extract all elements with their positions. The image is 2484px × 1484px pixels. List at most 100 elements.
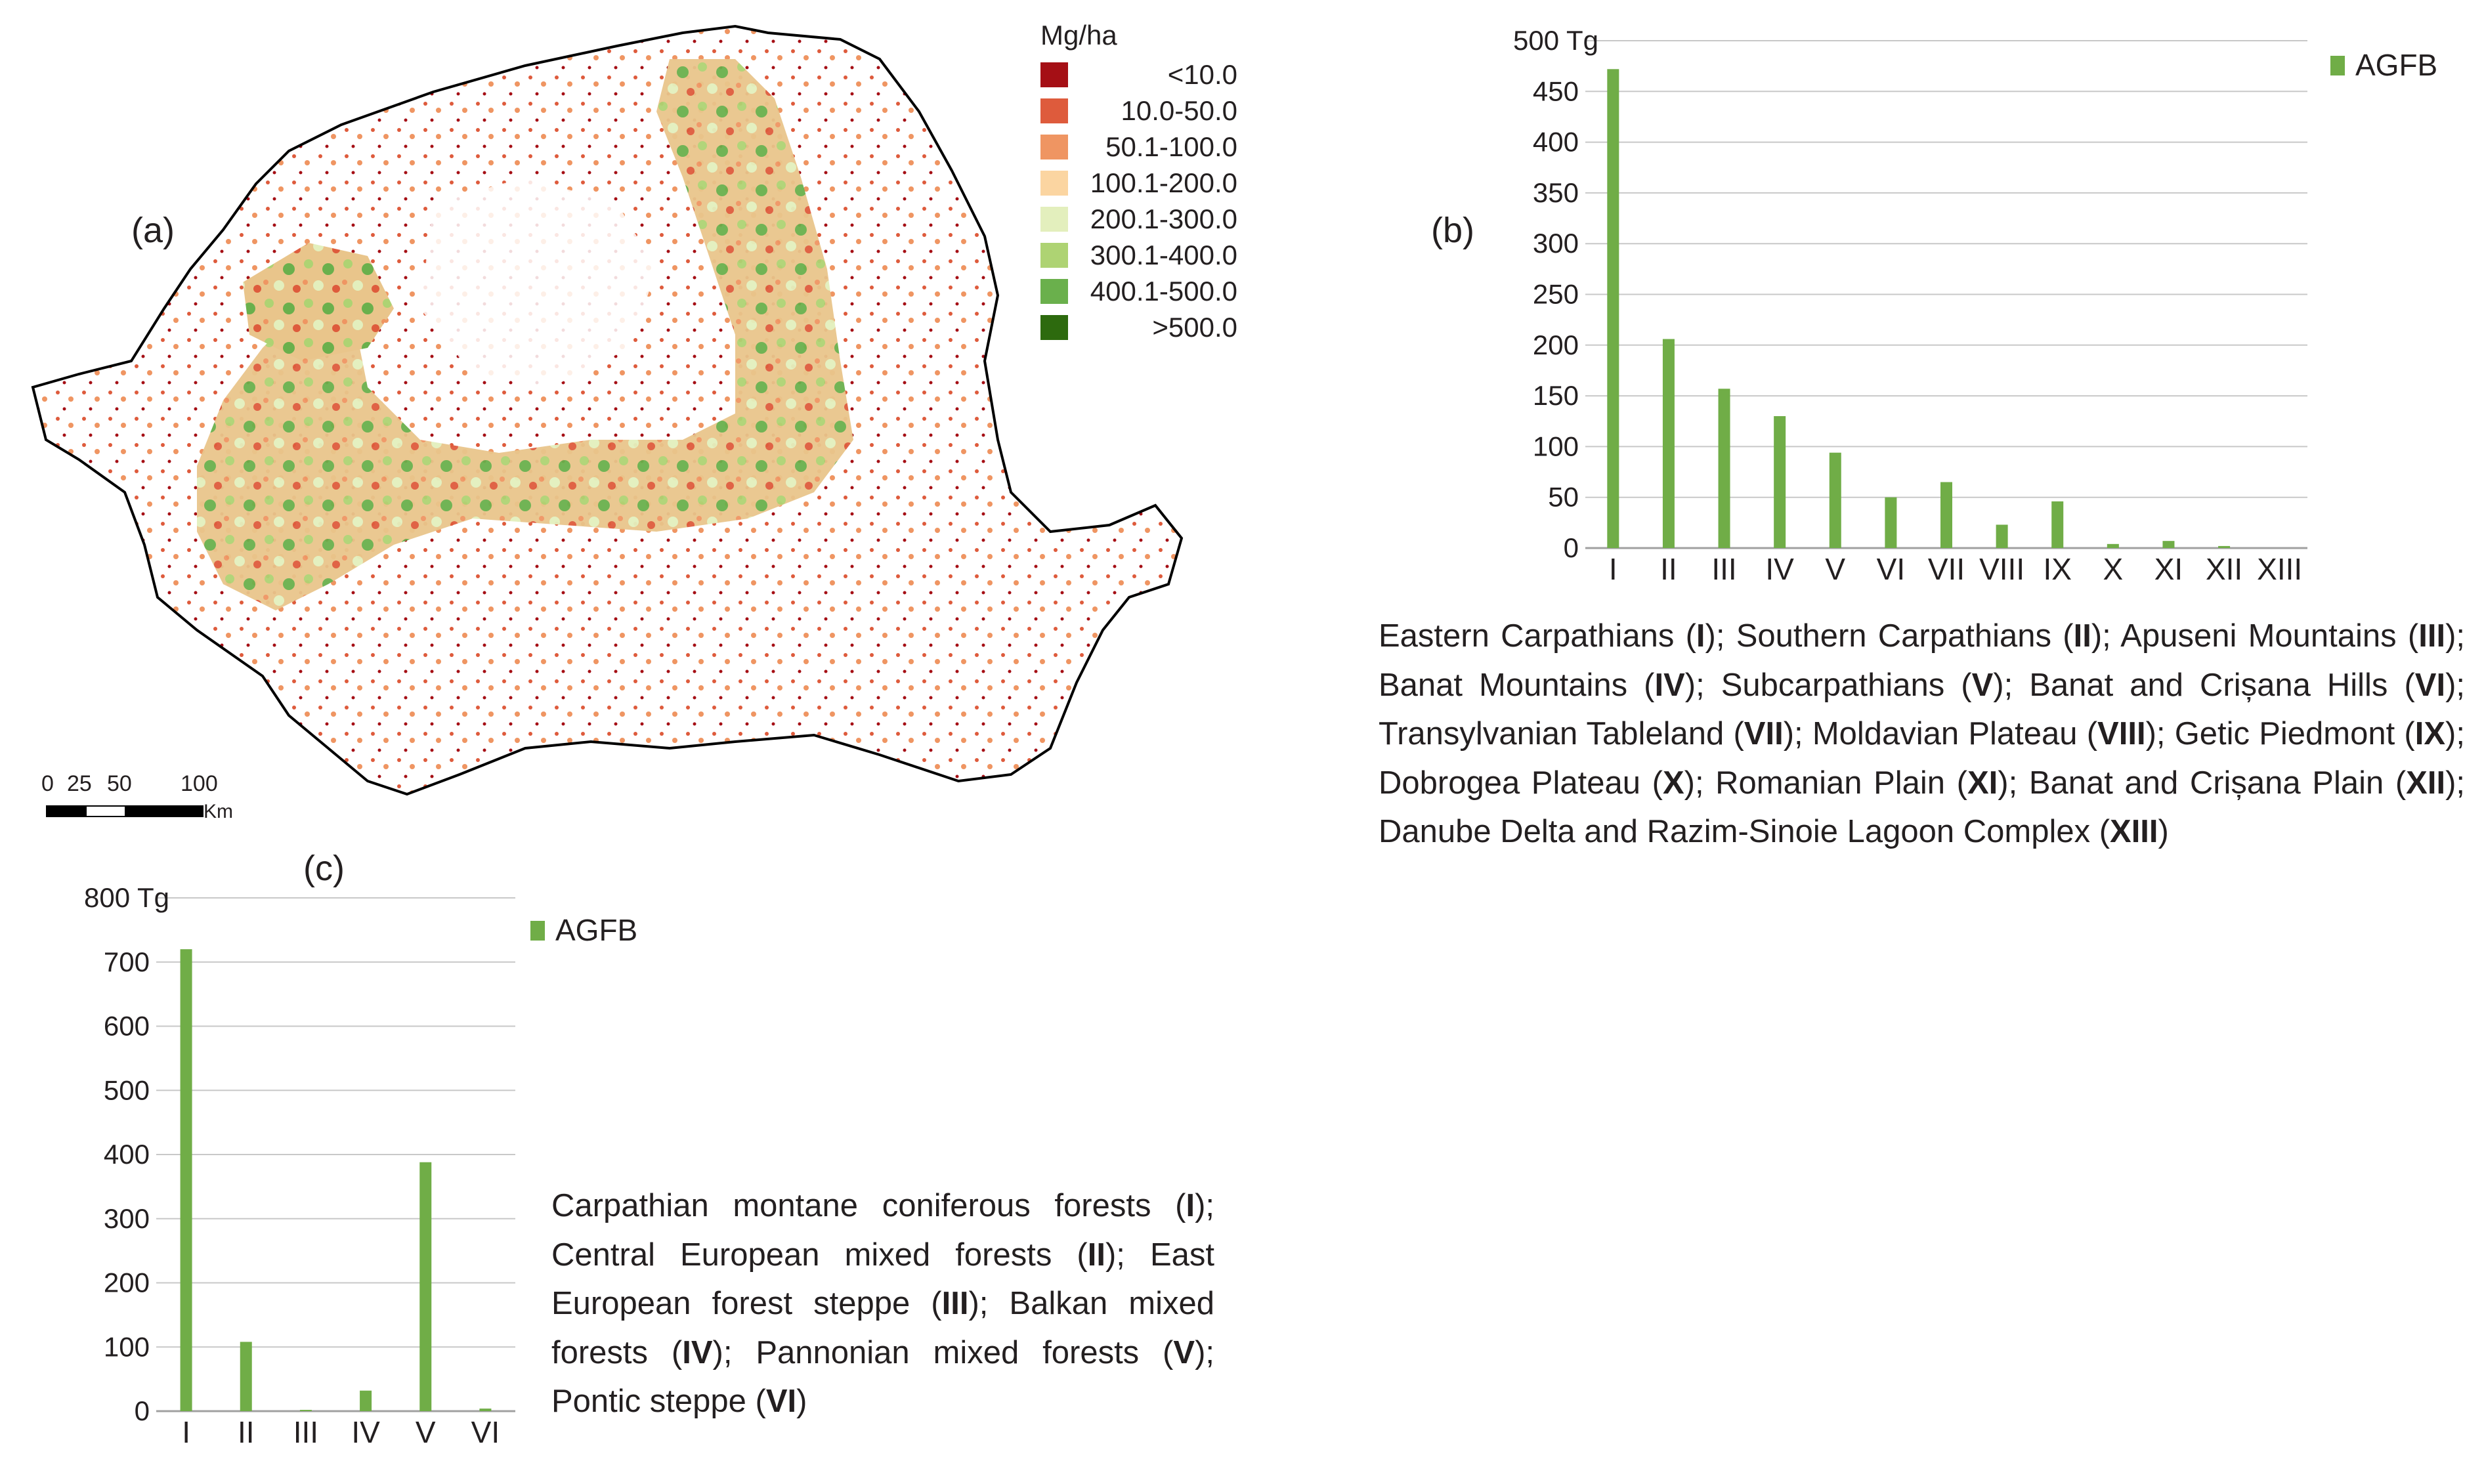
scale-tick-25: 25 bbox=[67, 771, 92, 796]
y-tick-label: 150 bbox=[1533, 380, 1579, 411]
legend-label: 10.0-50.0 bbox=[1121, 95, 1237, 126]
caption-region-name: Central European mixed forests bbox=[551, 1237, 1052, 1273]
category-label: X bbox=[2103, 552, 2124, 586]
legend-title: Mg/ha bbox=[1040, 20, 1117, 51]
bar-VII bbox=[1940, 482, 1952, 548]
category-label: XII bbox=[2206, 552, 2242, 586]
caption-b: Eastern Carpathians (I); Southern Carpat… bbox=[1379, 618, 2466, 849]
caption-region-name: Carpathian montane coniferous forests bbox=[551, 1188, 1151, 1223]
bar-II bbox=[240, 1342, 252, 1411]
legend-swatch bbox=[1040, 62, 1068, 87]
caption-region-name: Balkan mixed forests bbox=[551, 1286, 1214, 1370]
caption-region-code: IX bbox=[2414, 716, 2446, 752]
bar-IX bbox=[2051, 501, 2064, 548]
legend-item: 200.1-300.0 bbox=[1014, 201, 1237, 237]
caption-region-name: Southern Carpathians bbox=[1736, 618, 2052, 654]
bar-V bbox=[1829, 452, 1841, 548]
category-label: IV bbox=[1765, 552, 1794, 586]
legend-swatch bbox=[1040, 242, 1068, 268]
caption-region-code: V bbox=[1173, 1334, 1195, 1370]
caption-region-name: Pontic steppe bbox=[551, 1384, 746, 1419]
y-tick-label: 50 bbox=[1548, 482, 1579, 513]
caption-region-code: VI bbox=[765, 1384, 797, 1419]
category-label: I bbox=[182, 1415, 190, 1449]
bar-VI bbox=[479, 1409, 492, 1411]
bar-I bbox=[180, 949, 192, 1411]
caption-region-code: V bbox=[1971, 667, 1994, 703]
caption-region-code: IV bbox=[682, 1334, 713, 1370]
legend-label: <10.0 bbox=[1167, 58, 1237, 90]
y-tick-label: 500 bbox=[104, 1074, 150, 1105]
category-label: II bbox=[238, 1415, 255, 1449]
caption-region-name: Pannonian mixed forests bbox=[756, 1334, 1140, 1370]
y-tick-label: 300 bbox=[104, 1203, 150, 1234]
legend-swatch bbox=[1040, 98, 1068, 123]
legend-swatch bbox=[1040, 314, 1068, 340]
caption-region-code: XII bbox=[2406, 765, 2446, 801]
bar-XII bbox=[2218, 545, 2231, 548]
category-label: IX bbox=[2043, 552, 2071, 586]
caption-region-name: Dobrogea Plateau bbox=[1379, 765, 1641, 801]
category-label: VII bbox=[1928, 552, 1965, 586]
legend-item: >500.0 bbox=[1014, 309, 1237, 345]
category-label: V bbox=[1825, 552, 1845, 586]
caption-region-name: Banat and Crișana Plain bbox=[2028, 765, 2384, 801]
caption-region-code: XIII bbox=[2110, 814, 2158, 849]
caption-region-code: III bbox=[2418, 618, 2446, 654]
scale-segment-3 bbox=[125, 805, 203, 817]
bar-VIII bbox=[1996, 524, 2008, 548]
caption-region-code: IV bbox=[1654, 667, 1685, 703]
y-tick-label: 250 bbox=[1533, 279, 1579, 310]
transylvania-center bbox=[420, 177, 656, 387]
caption-region-code: II bbox=[1087, 1237, 1105, 1273]
legend-label: AGFB bbox=[2355, 48, 2437, 82]
caption-region-code: VII bbox=[1744, 716, 1784, 752]
category-label: V bbox=[416, 1415, 436, 1449]
y-tick-label: 300 bbox=[1533, 228, 1579, 259]
caption-region-code: I bbox=[1186, 1188, 1195, 1223]
legend-item: <10.0 bbox=[1014, 56, 1237, 93]
y-tick-label: 0 bbox=[135, 1395, 150, 1426]
category-label: I bbox=[1609, 552, 1617, 586]
bar-III bbox=[1718, 389, 1730, 548]
panel-label-b: (b) bbox=[1431, 211, 1474, 250]
bar-V bbox=[419, 1162, 432, 1411]
category-label: VI bbox=[471, 1415, 500, 1449]
bar-III bbox=[299, 1410, 312, 1411]
caption-region-name: East European forest steppe bbox=[551, 1237, 1215, 1322]
bar-IV bbox=[360, 1390, 372, 1411]
legend-label: 100.1-200.0 bbox=[1090, 167, 1237, 198]
scale-segment-2 bbox=[85, 805, 126, 817]
panel-label-a: (a) bbox=[131, 211, 175, 250]
scale-tick-50: 50 bbox=[107, 771, 132, 796]
caption-region-code: XI bbox=[1967, 765, 1998, 801]
caption-region-code: II bbox=[2073, 618, 2091, 654]
y-tick-label: 0 bbox=[1564, 532, 1579, 563]
legend-swatch bbox=[1040, 170, 1068, 196]
legend-item: 300.1-400.0 bbox=[1014, 237, 1237, 273]
map-legend: Mg/ha <10.0 10.0-50.0 50.1-100.0 100.1-200.… bbox=[1014, 20, 1237, 345]
y-tick-label: 700 bbox=[104, 946, 150, 977]
caption-region-code: VI bbox=[2414, 667, 2446, 703]
scale-bar: 0 25 50 100 Km bbox=[39, 771, 249, 822]
caption-region-name: Subcarpathians bbox=[1721, 667, 1945, 703]
caption-region-name: Banat and Crișana Hills bbox=[2029, 667, 2388, 703]
legend-swatch bbox=[2330, 56, 2345, 75]
y-tick-label: 350 bbox=[1533, 177, 1579, 208]
category-label: VI bbox=[1877, 552, 1905, 586]
bar-X bbox=[2107, 543, 2119, 548]
legend-label: 200.1-300.0 bbox=[1090, 203, 1237, 234]
scale-unit: Km bbox=[203, 801, 233, 822]
legend-swatch bbox=[1040, 206, 1068, 232]
caption-region-code: X bbox=[1662, 765, 1684, 801]
legend-swatch bbox=[1040, 278, 1068, 304]
y-tick-label: 400 bbox=[104, 1139, 150, 1170]
caption-region-name: Romanian Plain bbox=[1715, 765, 1946, 801]
legend-swatch bbox=[530, 921, 545, 941]
caption-region-code: I bbox=[1696, 618, 1705, 654]
scale-tick-100: 100 bbox=[181, 771, 218, 796]
scale-segment-1 bbox=[46, 805, 87, 817]
